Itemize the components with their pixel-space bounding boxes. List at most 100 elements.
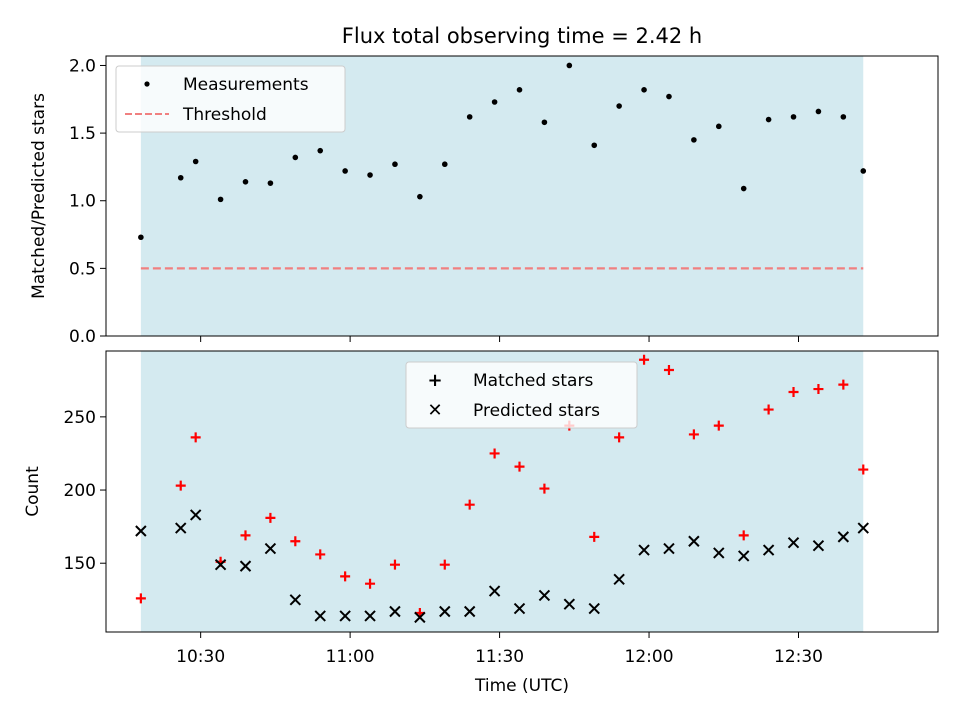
matched-star-point xyxy=(439,559,450,570)
matched-star-point xyxy=(858,464,869,475)
measurement-point xyxy=(516,87,523,93)
measurement-point xyxy=(242,178,249,185)
matched-star-point xyxy=(688,429,699,440)
matched-star-point xyxy=(713,420,724,431)
legend-threshold-label: Threshold xyxy=(182,105,267,125)
measurement-point xyxy=(616,103,622,109)
chart-title: Flux total observing time = 2.42 h xyxy=(342,24,702,48)
matched-star-point xyxy=(639,354,650,365)
ratio-y-axis-label: Matched/Predicted stars xyxy=(29,93,49,299)
legend-matched-marker: + xyxy=(427,370,442,391)
measurement-point xyxy=(691,137,697,143)
legend-predicted-label: Predicted stars xyxy=(473,401,600,421)
ratio-y-ticks: 0.0 0.5 1.0 1.5 2.0 xyxy=(69,56,106,347)
legend-predicted-marker: ✕ xyxy=(427,400,442,421)
predicted-star-point xyxy=(538,589,551,602)
x-tick-label: 12:00 xyxy=(625,647,674,667)
predicted-star-point xyxy=(638,544,650,556)
y-tick-label: 1.5 xyxy=(69,124,96,144)
predicted-star-point xyxy=(364,610,376,622)
predicted-star-point xyxy=(175,522,187,534)
measurement-point xyxy=(267,180,274,186)
predicted-star-point xyxy=(214,558,227,571)
predicted-star-point xyxy=(389,605,401,618)
y-tick-label: 0.0 xyxy=(69,327,96,347)
measurement-point xyxy=(292,154,299,161)
measurement-point xyxy=(342,168,348,174)
matched-star-point xyxy=(813,384,824,395)
matched-star-point xyxy=(190,432,201,443)
matched-star-point xyxy=(464,499,475,510)
predicted-star-point xyxy=(314,610,326,622)
matched-star-point xyxy=(838,379,849,390)
predicted-star-point xyxy=(463,605,476,618)
matched-star-point xyxy=(763,404,774,415)
y-tick-label: 1.0 xyxy=(69,192,96,212)
predicted-star-point xyxy=(857,522,869,534)
matched-star-point xyxy=(738,530,749,541)
measurement-point xyxy=(591,142,598,149)
measurement-point xyxy=(860,168,867,174)
matched-star-point xyxy=(365,578,376,589)
x-tick-label: 12:30 xyxy=(774,647,823,667)
measurement-point xyxy=(840,114,847,120)
y-tick-label: 150 xyxy=(64,554,96,574)
predicted-star-point xyxy=(663,542,675,555)
predicted-star-point xyxy=(513,602,526,615)
predicted-star-point xyxy=(439,605,451,618)
matched-star-point xyxy=(240,530,251,541)
counts-y-ticks: 150 200 250 xyxy=(64,408,106,574)
measurement-point xyxy=(715,123,722,130)
measurement-point xyxy=(740,185,747,192)
counts-panel: 150 200 250 10:30 11:00 11:30 12:00 12:30 Coun… xyxy=(23,350,939,696)
measurement-point xyxy=(790,114,797,120)
y-tick-label: 0.5 xyxy=(69,259,96,279)
y-tick-label: 200 xyxy=(64,481,96,501)
predicted-star-point xyxy=(488,585,501,597)
counts-legend: + Matched stars ✕ Predicted stars xyxy=(405,361,638,429)
measurement-point xyxy=(815,108,822,115)
y-tick-label: 2.0 xyxy=(69,56,96,76)
ratio-legend-box xyxy=(115,65,346,133)
matched-star-point xyxy=(389,559,400,570)
predicted-star-point xyxy=(713,547,725,559)
predicted-star-point xyxy=(339,610,351,622)
measurement-point xyxy=(367,172,373,178)
measurement-point xyxy=(217,196,224,203)
measurement-point xyxy=(566,62,573,69)
predicted-star-point xyxy=(688,535,700,547)
measurement-point xyxy=(417,193,423,200)
measurement-point xyxy=(666,93,672,100)
measurement-point xyxy=(541,119,548,126)
predicted-star-point xyxy=(737,550,750,562)
measurement-point xyxy=(491,99,498,105)
measurement-point xyxy=(641,87,647,93)
counts-marks xyxy=(135,354,869,624)
predicted-star-point xyxy=(414,611,426,624)
matched-star-point xyxy=(265,512,276,523)
matched-star-point xyxy=(663,365,674,376)
predicted-star-point xyxy=(613,573,625,586)
matched-star-point xyxy=(135,593,146,604)
matched-star-point xyxy=(788,386,799,397)
matched-star-point xyxy=(315,549,326,560)
legend-matched-label: Matched stars xyxy=(473,371,593,391)
measurement-point xyxy=(765,116,772,123)
legend-measurements-marker xyxy=(144,81,150,87)
measurement-point xyxy=(177,174,184,181)
predicted-star-point xyxy=(787,537,800,549)
measurement-point xyxy=(138,234,144,241)
predicted-star-point xyxy=(189,509,202,521)
predicted-star-point xyxy=(837,531,850,543)
matched-star-point xyxy=(340,571,351,582)
measurement-point xyxy=(192,158,199,165)
predicted-star-point xyxy=(588,602,600,615)
x-axis-label: Time (UTC) xyxy=(474,676,569,696)
ratio-marks xyxy=(138,62,867,270)
predicted-star-point xyxy=(762,544,775,556)
predicted-star-point xyxy=(239,560,252,572)
counts-legend-box xyxy=(405,361,638,429)
y-tick-label: 250 xyxy=(64,408,96,428)
measurement-point xyxy=(392,161,398,168)
matched-star-point xyxy=(589,531,600,542)
